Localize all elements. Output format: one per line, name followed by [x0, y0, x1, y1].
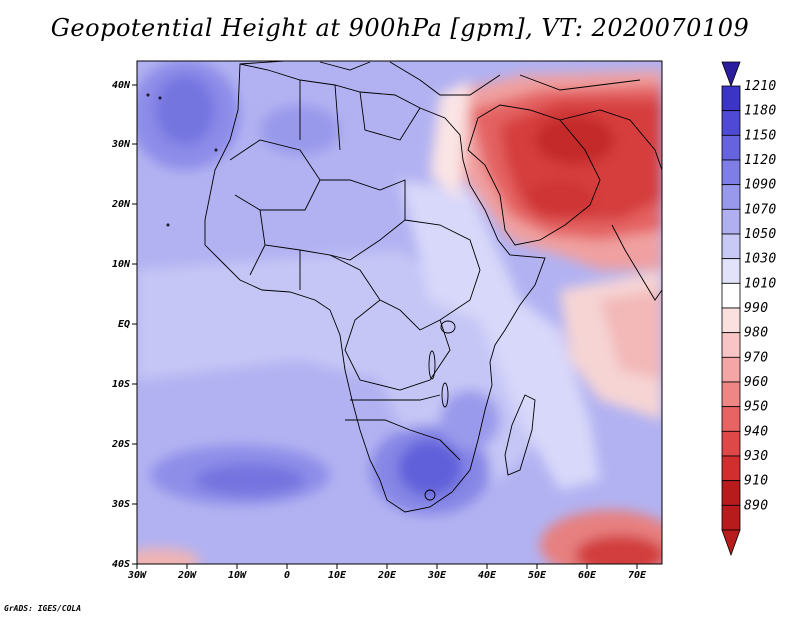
- colorbar-label: 970: [744, 350, 768, 365]
- lat-label: EQ: [118, 319, 130, 330]
- axis-ticks: [132, 84, 638, 569]
- colorbar-box: [721, 381, 741, 408]
- plot-frame: [136, 60, 663, 565]
- lon-label: 20W: [177, 570, 197, 581]
- lat-label: 30N: [111, 139, 131, 150]
- lon-label: 10W: [228, 570, 247, 581]
- lon-label: 0: [284, 570, 290, 581]
- colorbar-box: [721, 134, 741, 161]
- lat-label: 20S: [111, 439, 130, 450]
- map-title: Geopotential Height at 900hPa [gpm], VT:…: [50, 14, 750, 42]
- colorbar-top-arrow: [721, 61, 741, 88]
- lon-label: 60E: [578, 570, 597, 581]
- colorbar-label: 1010: [744, 276, 777, 291]
- lat-labels: 40N 30N 20N 10N EQ 10S 20S 30S 40S: [111, 80, 131, 570]
- colorbar-box: [721, 307, 741, 334]
- colorbar-box: [721, 233, 741, 260]
- colorbar-label: 890: [744, 498, 768, 513]
- colorbar-label: 1070: [744, 202, 777, 217]
- lat-label: 30S: [111, 499, 130, 510]
- colorbar-label: 1180: [744, 104, 777, 119]
- colorbar-label: 1030: [744, 252, 777, 267]
- colorbar-box: [721, 504, 741, 531]
- colorbar-label: 1210: [744, 79, 777, 94]
- height-field: [137, 61, 662, 564]
- grads-credit: GrADS: IGES/COLA: [4, 604, 82, 613]
- colorbar-box: [721, 480, 741, 506]
- colorbar-labels: 1210 1180 1150 1120 1090 1070 1050 1030 1010 990 9…: [744, 79, 777, 513]
- colorbar-label: 990: [744, 301, 768, 316]
- colorbar-box: [721, 208, 741, 235]
- colorbar-box: [721, 110, 741, 136]
- colorbar-box: [721, 85, 741, 112]
- lat-label: 40N: [112, 80, 131, 91]
- lat-label: 40S: [112, 559, 130, 570]
- colorbar-box: [721, 430, 741, 457]
- lon-label: 20E: [377, 570, 397, 581]
- lon-label: 30W: [127, 570, 147, 581]
- colorbar-label: 930: [744, 449, 768, 464]
- lon-label: 70E: [628, 570, 647, 581]
- colorbar-label: 960: [744, 375, 768, 390]
- colorbar-box: [721, 184, 741, 210]
- colorbar-label: 950: [744, 400, 768, 415]
- colorbar-box: [721, 258, 741, 284]
- lon-label: 30E: [427, 570, 447, 581]
- lon-labels: 30W 20W 10W 0 10E 20E 30E 40E 50E 60E 70…: [127, 570, 647, 581]
- coastlines: [146, 61, 662, 513]
- colorbar-label: 1090: [744, 178, 777, 193]
- lat-label: 10N: [112, 259, 131, 270]
- colorbar-boxes: [721, 85, 741, 531]
- colorbar: 1210 1180 1150 1120 1090 1070 1050 1030 1010 990 9…: [721, 61, 777, 557]
- colorbar-label: 1050: [744, 227, 777, 242]
- colorbar-label: 980: [744, 326, 768, 341]
- colorbar-label: 910: [744, 474, 768, 489]
- colorbar-box: [721, 406, 741, 432]
- colorbar-box: [721, 332, 741, 358]
- colorbar-box: [721, 159, 741, 186]
- colorbar-box: [721, 455, 741, 482]
- lat-label: 10S: [112, 379, 130, 390]
- colorbar-bottom-arrow: [721, 529, 741, 557]
- lon-label: 40E: [478, 570, 497, 581]
- lon-label: 50E: [528, 570, 547, 581]
- colorbar-label: 1150: [744, 128, 777, 143]
- colorbar-label: 940: [744, 424, 768, 439]
- lon-label: 10E: [328, 570, 347, 581]
- colorbar-box: [721, 356, 741, 383]
- lat-label: 20N: [111, 199, 131, 210]
- colorbar-box: [721, 282, 741, 309]
- colorbar-label: 1120: [744, 153, 777, 168]
